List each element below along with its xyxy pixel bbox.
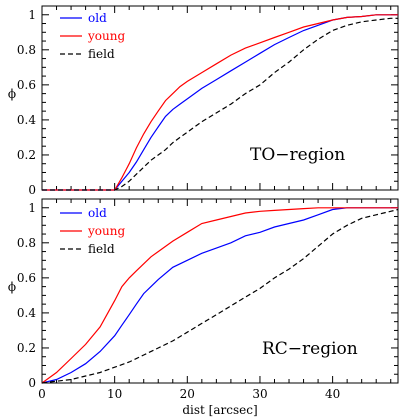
legend-label-young: young [87,224,125,238]
top-panel-frame [41,5,399,191]
top-y-tick-label: 0.2 [17,148,36,162]
top-y-tick-label: 0 [28,183,36,197]
bottom-panel-rc-region: ϕ RC−region dist [arcsec] 0 0.2 0.4 0.6 0.8 1… [8,198,399,417]
bottom-x-tick-label: 20 [180,387,195,401]
top-panel-y-axis-title: ϕ [8,87,16,101]
bottom-series-young [41,207,398,384]
bottom-y-tick-label: 0.8 [17,236,36,250]
bottom-y-tick-label: 0.6 [17,271,36,285]
top-y-tick-label: 1 [28,8,36,22]
top-panel-to-region: ϕ TO−region 0 0.2 0.4 0.6 0.8 1 old young field [8,5,399,197]
bottom-x-tick-label: 40 [325,387,340,401]
bottom-series-old [41,207,398,384]
legend-label-old: old [88,206,107,220]
top-series-field [42,17,398,191]
top-y-tick-label: 0.8 [17,43,36,57]
bottom-y-tick-label: 0 [28,376,36,390]
bottom-panel-region-label: RC−region [262,339,358,359]
bottom-y-tick-label: 0.2 [17,341,36,355]
bottom-x-tick-label: 10 [107,387,122,401]
legend-label-field: field [88,242,115,256]
bottom-panel-frame [41,198,399,384]
bottom-panel-y-axis-title: ϕ [8,280,16,294]
bottom-y-tick-label: 0.4 [17,306,36,320]
top-series-young [42,14,398,191]
top-y-tick-label: 0.6 [17,78,36,92]
top-panel-region-label: TO−region [250,145,345,165]
x-axis-title: dist [arcsec] [182,403,257,417]
legend-label-old: old [88,11,107,25]
bottom-x-tick-label: 30 [252,387,267,401]
legend-label-young: young [87,29,125,43]
top-y-tick-label: 0.4 [17,113,36,127]
bottom-y-tick-label: 1 [28,201,36,215]
legend-label-field: field [88,47,115,61]
bottom-series-field [41,208,399,384]
bottom-x-tick-label: 0 [38,387,46,401]
